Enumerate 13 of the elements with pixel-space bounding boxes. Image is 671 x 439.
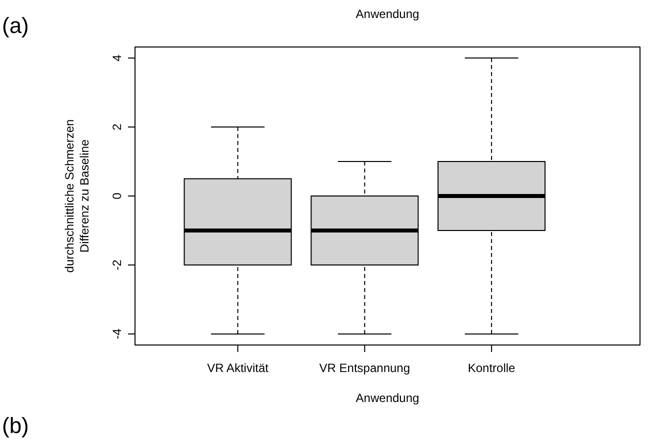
x-axis-title: Anwendung bbox=[356, 391, 420, 405]
y-tick-label: 2 bbox=[110, 123, 124, 130]
text: (b) bbox=[2, 413, 29, 438]
y-tick-label: 4 bbox=[110, 54, 124, 62]
chart-title: Anwendung bbox=[356, 7, 420, 21]
x-tick-label: VR Entspannung bbox=[319, 361, 410, 375]
x-tick-label: VR Aktivität bbox=[207, 361, 270, 375]
y-tick-label: -4 bbox=[110, 328, 124, 340]
y-tick-label: -2 bbox=[110, 259, 124, 270]
text: (a) bbox=[2, 13, 29, 38]
y-axis-title: durchschnittliche Schmerzen Differenz zu Baseline bbox=[62, 119, 92, 273]
y-tick-label: 0 bbox=[110, 192, 124, 200]
x-tick-label: Kontrolle bbox=[468, 361, 516, 375]
